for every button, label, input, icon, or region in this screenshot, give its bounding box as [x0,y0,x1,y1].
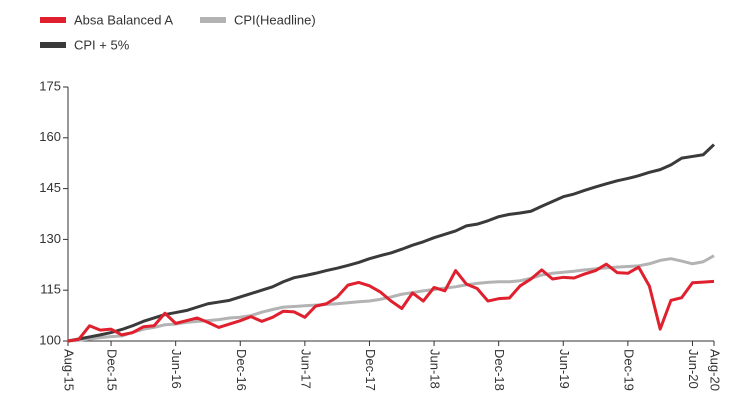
y-tick-label: 160 [39,129,61,144]
legend-swatch [40,17,66,23]
y-tick-label: 130 [39,231,61,246]
x-tick-label: Dec-18 [492,349,507,391]
x-tick-label: Aug-15 [62,349,77,391]
line-series [67,143,716,343]
y-tick-label: 145 [39,180,61,195]
x-tick-label: Jun-19 [557,349,572,389]
x-tick-label: Dec-16 [234,349,249,391]
legend-swatch [200,17,226,23]
legend-swatch [40,42,66,48]
y-tick-label: 100 [39,332,61,347]
x-tick-label: Dec-19 [621,349,636,391]
x-tick-label: Jun-20 [686,349,701,389]
x-tick-label: Jun-18 [428,349,443,389]
x-tick-label: Dec-17 [363,349,378,391]
x-tick-label: Jun-16 [169,349,184,389]
legend-label: Absa Balanced A [74,12,173,27]
y-tick-label: 175 [39,78,61,93]
legend: Absa Balanced A CPI(Headline) CPI + 5% [40,12,316,52]
x-tick-label: Dec-15 [105,349,120,391]
legend-label: CPI(Headline) [234,12,316,27]
line-series [67,262,715,343]
legend-label: CPI + 5% [74,37,130,52]
x-tick-label: Jun-17 [298,349,313,389]
x-tick-label: Aug-20 [708,349,723,391]
line-series [67,254,715,343]
y-tick-label: 115 [40,282,61,297]
